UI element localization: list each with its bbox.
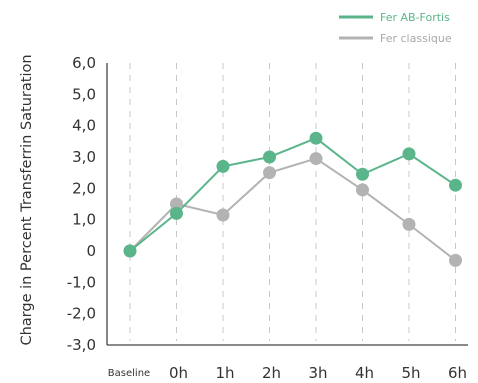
data-point xyxy=(356,183,369,197)
legend-label: Fer AB-Fortis xyxy=(380,11,450,24)
y-tick-label: 4,0 xyxy=(72,117,96,135)
x-tick-label: 2h xyxy=(262,364,281,382)
data-point xyxy=(170,206,183,220)
y-tick-label: 5,0 xyxy=(72,85,96,103)
y-tick-label: 0 xyxy=(86,242,96,260)
legend-label: Fer classique xyxy=(380,32,452,45)
y-tick-label: 3,0 xyxy=(72,148,96,166)
data-point xyxy=(402,217,416,231)
series-group xyxy=(123,131,462,267)
data-point xyxy=(449,178,462,192)
y-axis-label: Charge in Percent Transferrin Saturation xyxy=(19,54,35,345)
vertical-gridlines xyxy=(129,63,456,341)
data-point xyxy=(123,244,137,258)
data-point xyxy=(170,197,183,211)
y-tick-label: 6,0 xyxy=(72,54,96,72)
data-point xyxy=(263,150,276,164)
data-point xyxy=(216,208,230,222)
y-tick-label: -3,0 xyxy=(67,336,96,354)
legend: Fer AB-Fortis Fer classique xyxy=(339,11,452,45)
data-point xyxy=(309,152,323,166)
x-tick-label: 3h xyxy=(308,364,327,382)
x-tick-label: 4h xyxy=(355,364,374,382)
y-tick-label: -2,0 xyxy=(67,305,96,323)
data-point xyxy=(309,131,323,145)
data-point xyxy=(263,166,276,180)
x-tick-label: Baseline xyxy=(108,368,150,379)
y-tick-labels: 6,0 5,0 4,0 3,0 2,0 1,0 0 -1,0 -2,0 -3,0 xyxy=(67,54,96,354)
x-tick-labels: Baseline 0h 1h 2h 3h 4h 5h 6h xyxy=(108,364,467,382)
x-tick-label: 0h xyxy=(169,364,188,382)
x-tick-label: 6h xyxy=(448,364,467,382)
y-tick-label: 1,0 xyxy=(72,211,96,229)
series-line-fer-ab-fortis xyxy=(129,137,457,252)
x-tick-label: 5h xyxy=(401,364,420,382)
data-point xyxy=(402,147,416,161)
y-tick-label: -1,0 xyxy=(67,273,96,291)
data-point xyxy=(449,253,462,267)
data-point xyxy=(356,167,369,181)
data-point xyxy=(216,159,230,173)
x-tick-label: 1h xyxy=(215,364,234,382)
y-tick-label: 2,0 xyxy=(72,179,96,197)
